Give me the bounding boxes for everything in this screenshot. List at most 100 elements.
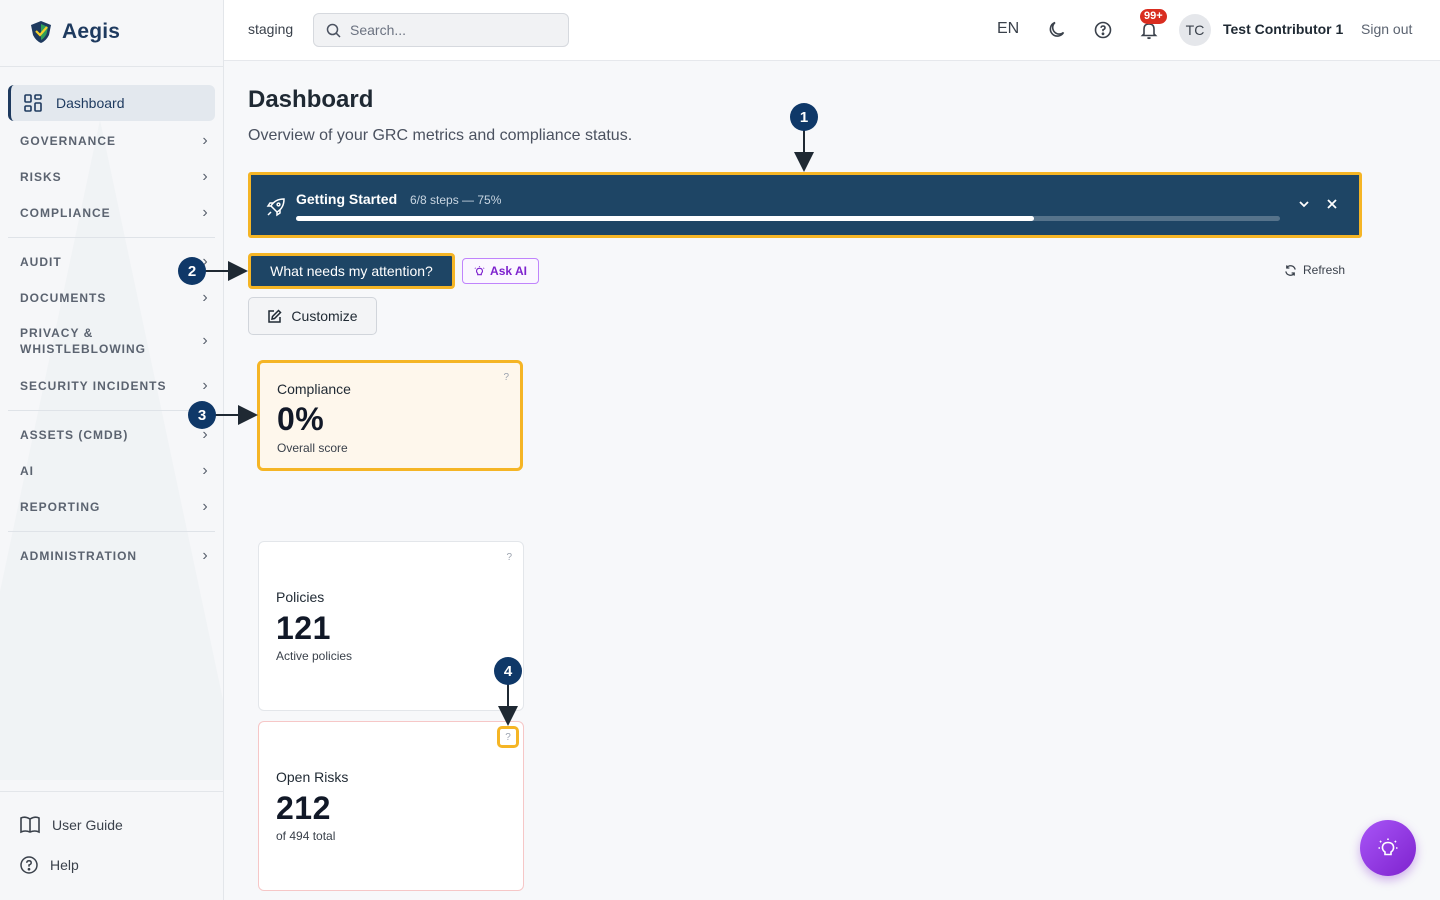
rocket-icon xyxy=(266,198,285,217)
getting-started-banner[interactable]: Getting Started 6/8 steps — 75% xyxy=(248,172,1362,238)
what-needs-attention-button[interactable]: What needs my attention? xyxy=(248,253,455,289)
annotation-marker-2: 2 xyxy=(178,257,206,285)
sidebar-item-label: AI xyxy=(20,464,34,478)
sidebar-item-label: AUDIT xyxy=(20,255,62,269)
divider xyxy=(0,66,223,67)
sidebar-item-ai[interactable]: AI › xyxy=(20,462,210,480)
chevron-right-icon: › xyxy=(202,132,208,149)
shield-logo-icon xyxy=(31,21,51,43)
grid-icon xyxy=(24,94,42,112)
card-help-button[interactable]: ? xyxy=(503,372,509,383)
edit-icon xyxy=(268,308,282,323)
sidebar-item-label: ASSETS (CMDB) xyxy=(20,428,129,442)
user-guide-label: User Guide xyxy=(52,817,123,833)
card-title: Policies xyxy=(276,589,325,605)
card-title: Compliance xyxy=(277,381,351,397)
getting-started-steps: 6/8 steps — 75% xyxy=(410,193,502,207)
sidebar-item-label: RISKS xyxy=(20,170,62,184)
card-value: 212 xyxy=(276,790,331,826)
refresh-label: Refresh xyxy=(1303,263,1346,277)
chevron-right-icon: › xyxy=(202,332,208,349)
sidebar-item-label: Dashboard xyxy=(56,95,125,111)
sidebar-item-audit[interactable]: AUDIT › xyxy=(20,253,210,271)
sign-out-link[interactable]: Sign out xyxy=(1361,21,1413,37)
card-value: 121 xyxy=(276,610,331,646)
sidebar-item-label: COMPLIANCE xyxy=(20,206,111,220)
card-title: Open Risks xyxy=(276,769,349,785)
chevron-right-icon: › xyxy=(202,462,208,479)
sidebar-item-reporting[interactable]: REPORTING › xyxy=(20,498,210,516)
help-circle-icon[interactable] xyxy=(1093,20,1113,40)
sidebar-item-risks[interactable]: RISKS › xyxy=(20,168,210,186)
sidebar-item-label: REPORTING xyxy=(20,500,101,514)
policies-card[interactable]: ? Policies 121 Active policies xyxy=(258,541,524,711)
language-selector[interactable]: EN xyxy=(997,20,1020,37)
app-name: Aegis xyxy=(62,20,121,43)
getting-started-title: Getting Started xyxy=(296,191,398,207)
chevron-right-icon: › xyxy=(202,204,208,221)
card-subtitle: Overall score xyxy=(277,441,348,455)
ask-ai-button[interactable]: Ask AI xyxy=(462,258,539,284)
page-subtitle: Overview of your GRC metrics and complia… xyxy=(248,127,633,144)
sidebar-item-dashboard[interactable]: Dashboard xyxy=(8,85,215,121)
help-label: Help xyxy=(50,857,79,873)
help-link[interactable]: Help xyxy=(20,856,79,874)
sidebar-item-label: PRIVACY & WHISTLEBLOWING xyxy=(20,326,146,356)
card-help-button[interactable]: ? xyxy=(497,726,519,748)
divider xyxy=(8,531,215,532)
sidebar-item-documents[interactable]: DOCUMENTS › xyxy=(20,289,210,307)
card-subtitle: of 494 total xyxy=(276,829,336,843)
sidebar-item-label: DOCUMENTS xyxy=(20,291,107,305)
refresh-icon xyxy=(1285,264,1296,276)
moon-icon[interactable] xyxy=(1047,20,1067,40)
ai-assistant-button[interactable] xyxy=(1360,820,1416,876)
card-subtitle: Active policies xyxy=(276,649,353,663)
environment-label: staging xyxy=(248,21,294,37)
close-icon[interactable] xyxy=(1325,197,1339,211)
search-input[interactable] xyxy=(350,22,550,38)
chevron-right-icon: › xyxy=(202,547,208,564)
sidebar-item-assets-cmdb[interactable]: ASSETS (CMDB) › xyxy=(20,426,210,444)
divider xyxy=(0,791,223,792)
sidebar-item-label: GOVERNANCE xyxy=(20,134,117,148)
compliance-card[interactable]: ? Compliance 0% Overall score xyxy=(257,360,523,471)
user-name[interactable]: Test Contributor 1 xyxy=(1223,21,1344,37)
ask-ai-label: Ask AI xyxy=(490,264,527,278)
search-box[interactable] xyxy=(313,13,569,47)
lightbulb-icon xyxy=(474,265,485,275)
help-circle-icon xyxy=(20,856,38,874)
refresh-button[interactable]: Refresh xyxy=(1284,263,1345,277)
sidebar-item-security-incidents[interactable]: SECURITY INCIDENTS › xyxy=(20,377,210,395)
app-logo[interactable]: Aegis xyxy=(30,20,120,44)
avatar[interactable]: TC xyxy=(1179,14,1211,46)
sidebar-item-compliance[interactable]: COMPLIANCE › xyxy=(20,204,210,222)
card-help-button[interactable]: ? xyxy=(506,552,512,563)
sidebar-item-label: SECURITY INCIDENTS xyxy=(20,379,167,393)
chevron-right-icon: › xyxy=(202,426,208,443)
notification-badge: 99+ xyxy=(1140,9,1167,24)
chevron-right-icon: › xyxy=(202,168,208,185)
customize-button[interactable]: Customize xyxy=(248,297,377,335)
book-icon xyxy=(20,816,40,834)
bell-icon[interactable] xyxy=(1139,20,1159,40)
annotation-marker-1: 1 xyxy=(790,103,818,131)
customize-label: Customize xyxy=(291,308,358,324)
chevron-right-icon: › xyxy=(202,289,208,306)
lightbulb-icon xyxy=(1378,838,1398,856)
page-title: Dashboard xyxy=(248,86,374,113)
divider xyxy=(8,410,215,411)
top-bar: staging EN 99+ TC Test Contributor 1 Sig… xyxy=(224,0,1440,61)
sidebar-item-governance[interactable]: GOVERNANCE › xyxy=(20,132,210,150)
sidebar-item-administration[interactable]: ADMINISTRATION › xyxy=(20,547,210,565)
chevron-down-icon[interactable] xyxy=(1297,197,1311,211)
chevron-right-icon: › xyxy=(202,498,208,515)
getting-started-progress-bar xyxy=(296,216,1280,221)
open-risks-card[interactable]: Open Risks 212 of 494 total xyxy=(258,721,524,891)
annotation-marker-4: 4 xyxy=(494,657,522,685)
progress-fill xyxy=(296,216,1034,221)
sidebar: Aegis Dashboard GOVERNANCE › RISKS › COMPL… xyxy=(0,0,224,900)
search-icon xyxy=(326,23,341,38)
annotation-marker-3: 3 xyxy=(188,401,216,429)
sidebar-item-privacy-whistleblowing[interactable]: PRIVACY & WHISTLEBLOWING › xyxy=(20,325,210,357)
user-guide-link[interactable]: User Guide xyxy=(20,816,123,834)
